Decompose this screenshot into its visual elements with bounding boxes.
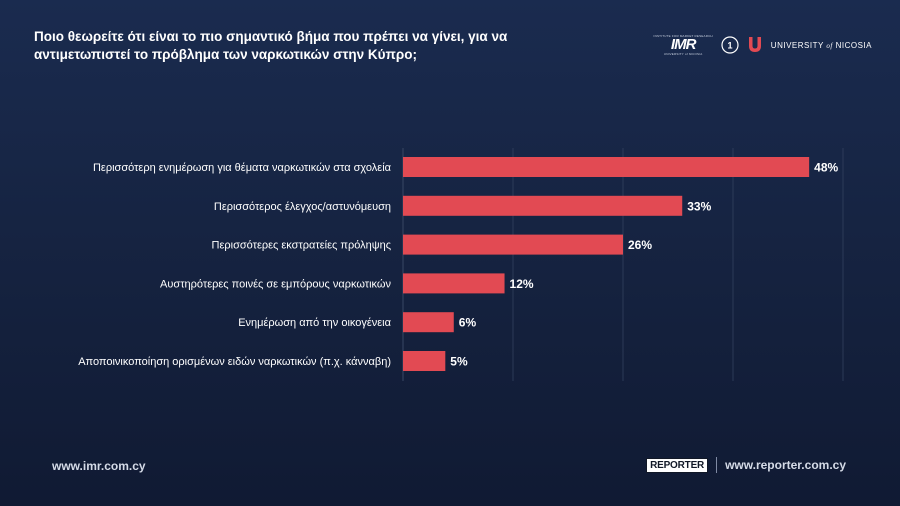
footer-divider: [716, 457, 718, 473]
category-label: Περισσότερες εκστρατείες πρόληψης: [212, 240, 391, 252]
logos: INSTITUTE FOR MARKET RESEARCH IMR UNIVER…: [654, 34, 872, 56]
bar: [403, 312, 454, 333]
reporter-logo: REPORTER: [646, 457, 709, 473]
data-label: 48%: [814, 161, 838, 175]
category-label: Περισσότερη ενημέρωση για θέματα ναρκωτι…: [93, 162, 392, 174]
bar: [403, 234, 623, 255]
unic-logo-icon: [748, 37, 761, 52]
category-label: Ενημέρωση από την οικογένεια: [238, 317, 391, 329]
svg-text:1: 1: [727, 41, 732, 51]
data-label: 12%: [510, 277, 534, 291]
bar: [403, 351, 446, 371]
imr-logo-text: IMR: [670, 36, 696, 53]
bar: [403, 273, 505, 294]
imr-logo-caption: INSTITUTE FOR MARKET RESEARCH: [653, 34, 713, 38]
category-label: Αποποινικοποίηση ορισμένων ειδών ναρκωτι…: [78, 356, 391, 368]
chart-title: Ποιο θεωρείτε ότι είναι το πιο σημαντικό…: [34, 29, 508, 62]
data-label: 5%: [450, 355, 468, 369]
imr-logo-subcaption: UNIVERSITY of NICOSIA: [663, 52, 703, 56]
data-label: 26%: [628, 238, 652, 252]
footer-reporter: REPORTER www.reporter.com.cy: [646, 457, 846, 473]
category-label: Αυστηρότερες ποινές σε εμπόρους ναρκωτικ…: [160, 278, 391, 290]
data-label: 6%: [459, 316, 477, 330]
unic-logo-text: UNIVERSITY of NICOSIA: [770, 40, 872, 50]
footer-reporter-url[interactable]: www.reporter.com.cy: [725, 458, 846, 472]
bar: [403, 157, 810, 177]
data-label: 33%: [687, 199, 711, 213]
bar: [403, 195, 683, 216]
chart-bars: Περισσότερη ενημέρωση για θέματα ναρκωτι…: [78, 157, 839, 371]
chart-grid: [402, 148, 844, 381]
category-label: Περισσότερος έλεγχος/αστυνόμευση: [214, 201, 391, 213]
imr-logo: INSTITUTE FOR MARKET RESEARCH IMR UNIVER…: [654, 34, 713, 56]
footer-imr-url[interactable]: www.imr.com.cy: [52, 459, 146, 473]
anniversary-logo-icon: 1: [721, 36, 739, 54]
